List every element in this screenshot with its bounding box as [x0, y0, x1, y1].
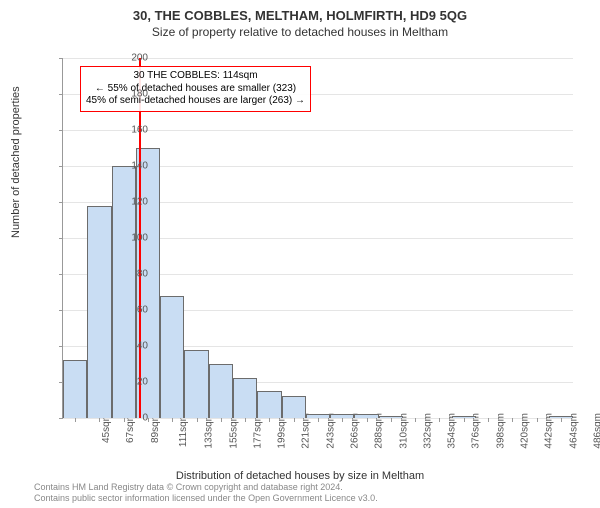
xtick-label: 442sqm — [544, 413, 555, 449]
ytick-mark — [59, 238, 63, 239]
ytick-label: 120 — [92, 197, 148, 208]
xtick-label: 243sqm — [325, 413, 336, 449]
histogram-bar — [282, 396, 306, 418]
xtick-label: 155sqm — [228, 413, 239, 449]
xtick-mark — [221, 418, 222, 422]
xtick-label: 398sqm — [495, 413, 506, 449]
xtick-label: 133sqm — [204, 413, 215, 449]
histogram-bar — [233, 378, 257, 418]
xtick-label: 464sqm — [568, 413, 579, 449]
xtick-label: 420sqm — [520, 413, 531, 449]
xtick-mark — [415, 418, 416, 422]
xtick-mark — [537, 418, 538, 422]
xtick-label: 177sqm — [252, 413, 263, 449]
ytick-label: 140 — [92, 161, 148, 172]
ytick-mark — [59, 310, 63, 311]
xtick-mark — [367, 418, 368, 422]
ytick-mark — [59, 94, 63, 95]
ytick-mark — [59, 418, 63, 419]
xtick-mark — [148, 418, 149, 422]
ytick-mark — [59, 166, 63, 167]
xtick-mark — [245, 418, 246, 422]
ytick-label: 60 — [92, 305, 148, 316]
ytick-label: 40 — [92, 341, 148, 352]
page-title: 30, THE COBBLES, MELTHAM, HOLMFIRTH, HD9… — [0, 8, 600, 23]
xtick-label: 111sqm — [178, 413, 189, 447]
y-axis-label: Number of detached properties — [10, 86, 22, 238]
xtick-label: 354sqm — [447, 413, 458, 449]
histogram-bar — [257, 391, 281, 418]
ytick-label: 0 — [92, 413, 148, 424]
xtick-label: 266sqm — [350, 413, 361, 449]
footer-line1: Contains HM Land Registry data © Crown c… — [34, 482, 378, 493]
footer-credits: Contains HM Land Registry data © Crown c… — [34, 482, 378, 504]
xtick-mark — [294, 418, 295, 422]
ytick-label: 160 — [92, 125, 148, 136]
xtick-mark — [488, 418, 489, 422]
xtick-label: 199sqm — [277, 413, 288, 449]
xtick-mark — [439, 418, 440, 422]
footer-line2: Contains public sector information licen… — [34, 493, 378, 504]
ytick-mark — [59, 274, 63, 275]
ytick-mark — [59, 346, 63, 347]
annotation-line1: 30 THE COBBLES: 114sqm — [86, 70, 305, 83]
ytick-mark — [59, 58, 63, 59]
histogram-bar — [160, 296, 184, 418]
histogram-bar — [184, 350, 208, 418]
ytick-label: 200 — [92, 53, 148, 64]
ytick-mark — [59, 202, 63, 203]
xtick-mark — [75, 418, 76, 422]
xtick-mark — [391, 418, 392, 422]
xtick-label: 332sqm — [422, 413, 433, 449]
xtick-mark — [318, 418, 319, 422]
xtick-label: 376sqm — [471, 413, 482, 449]
ytick-label: 100 — [92, 233, 148, 244]
x-axis-label: Distribution of detached houses by size … — [0, 470, 600, 482]
xtick-mark — [172, 418, 173, 422]
ytick-label: 80 — [92, 269, 148, 280]
xtick-mark — [561, 418, 562, 422]
xtick-label: 310sqm — [398, 413, 409, 449]
xtick-label: 221sqm — [301, 413, 312, 449]
xtick-label: 486sqm — [592, 413, 600, 449]
histogram-bar — [63, 360, 87, 418]
xtick-mark — [464, 418, 465, 422]
histogram-bar — [209, 364, 233, 418]
xtick-label: 288sqm — [374, 413, 385, 449]
xtick-mark — [197, 418, 198, 422]
ytick-label: 20 — [92, 377, 148, 388]
xtick-mark — [342, 418, 343, 422]
ytick-mark — [59, 130, 63, 131]
xtick-mark — [512, 418, 513, 422]
ytick-label: 180 — [92, 89, 148, 100]
xtick-mark — [269, 418, 270, 422]
chart-subtitle: Size of property relative to detached ho… — [0, 25, 600, 39]
